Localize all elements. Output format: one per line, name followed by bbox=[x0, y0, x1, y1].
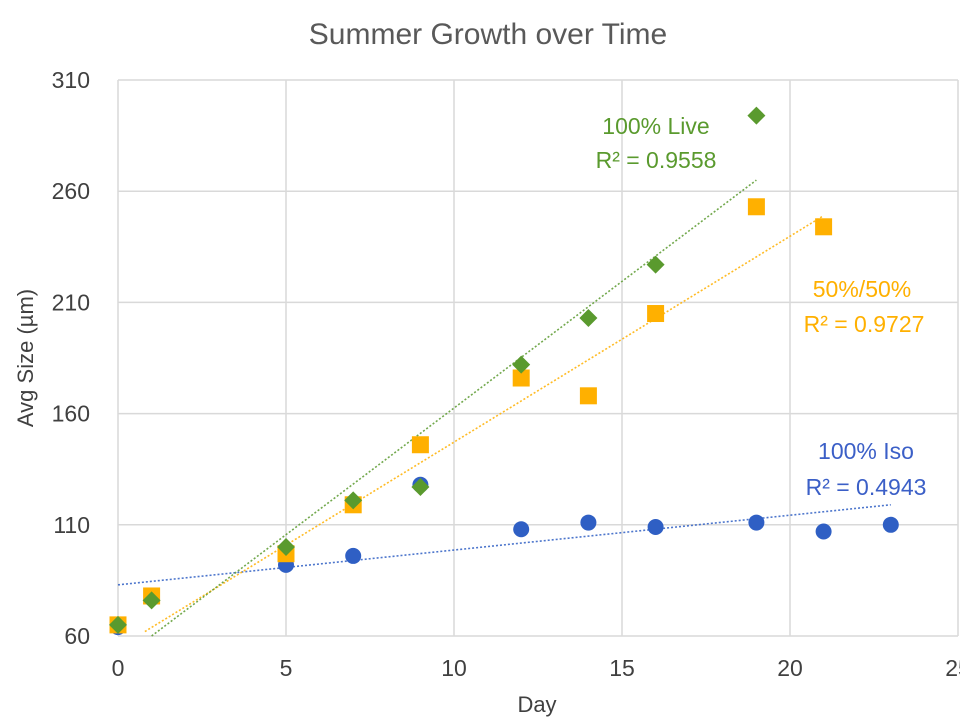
mix-point bbox=[647, 305, 665, 323]
x-tick-label: 0 bbox=[112, 655, 125, 681]
iso-r-squared: R² = 0.4943 bbox=[806, 474, 927, 500]
y-tick-label: 60 bbox=[64, 623, 90, 649]
iso-point bbox=[882, 516, 899, 533]
y-axis-label: Avg Size (µm) bbox=[13, 289, 38, 427]
mix-point bbox=[747, 198, 765, 216]
live-point bbox=[277, 538, 295, 557]
data-points bbox=[109, 106, 899, 636]
y-tick-label: 260 bbox=[52, 178, 90, 204]
mix-point bbox=[815, 218, 833, 236]
gridlines bbox=[117, 79, 959, 637]
mix-point bbox=[411, 436, 429, 454]
y-tick-label: 210 bbox=[52, 289, 90, 315]
x-tick-label: 25 bbox=[945, 655, 960, 681]
x-tick-label: 10 bbox=[441, 655, 467, 681]
live-point bbox=[646, 255, 665, 274]
iso-series-label: 100% Iso bbox=[818, 438, 914, 464]
mix-trendline bbox=[144, 214, 825, 633]
x-tick-label: 20 bbox=[777, 655, 803, 681]
chart-title: Summer Growth over Time bbox=[309, 18, 667, 51]
live-series-label: 100% Live bbox=[602, 113, 709, 139]
live-point bbox=[512, 355, 531, 374]
live-point bbox=[142, 591, 161, 610]
live-point bbox=[344, 491, 363, 510]
iso-point bbox=[647, 519, 664, 536]
live-point bbox=[579, 308, 598, 327]
live-point bbox=[109, 615, 127, 634]
iso-point bbox=[815, 523, 832, 540]
iso-point bbox=[748, 514, 765, 531]
live-r-squared: R² = 0.9558 bbox=[596, 147, 717, 173]
mix-point bbox=[579, 387, 597, 405]
iso-trendline bbox=[117, 503, 891, 586]
x-tick-label: 15 bbox=[609, 655, 635, 681]
live-point bbox=[747, 106, 766, 125]
y-tick-label: 160 bbox=[52, 401, 90, 427]
mix-point bbox=[512, 369, 530, 387]
y-tick-label: 310 bbox=[52, 67, 90, 93]
y-tick-label: 110 bbox=[53, 512, 90, 538]
iso-point bbox=[513, 521, 530, 538]
mix-r-squared: R² = 0.9727 bbox=[804, 311, 925, 337]
live-point bbox=[411, 477, 430, 496]
tick-labels: 60 110 160 210 260 310 0 5 10 15 20 25 bbox=[52, 67, 960, 681]
mix-series-label: 50%/50% bbox=[813, 276, 911, 302]
iso-point bbox=[580, 514, 597, 531]
x-tick-label: 5 bbox=[280, 655, 293, 681]
trendlines bbox=[117, 179, 891, 637]
x-axis-label: Day bbox=[517, 692, 556, 717]
iso-point bbox=[345, 547, 362, 564]
